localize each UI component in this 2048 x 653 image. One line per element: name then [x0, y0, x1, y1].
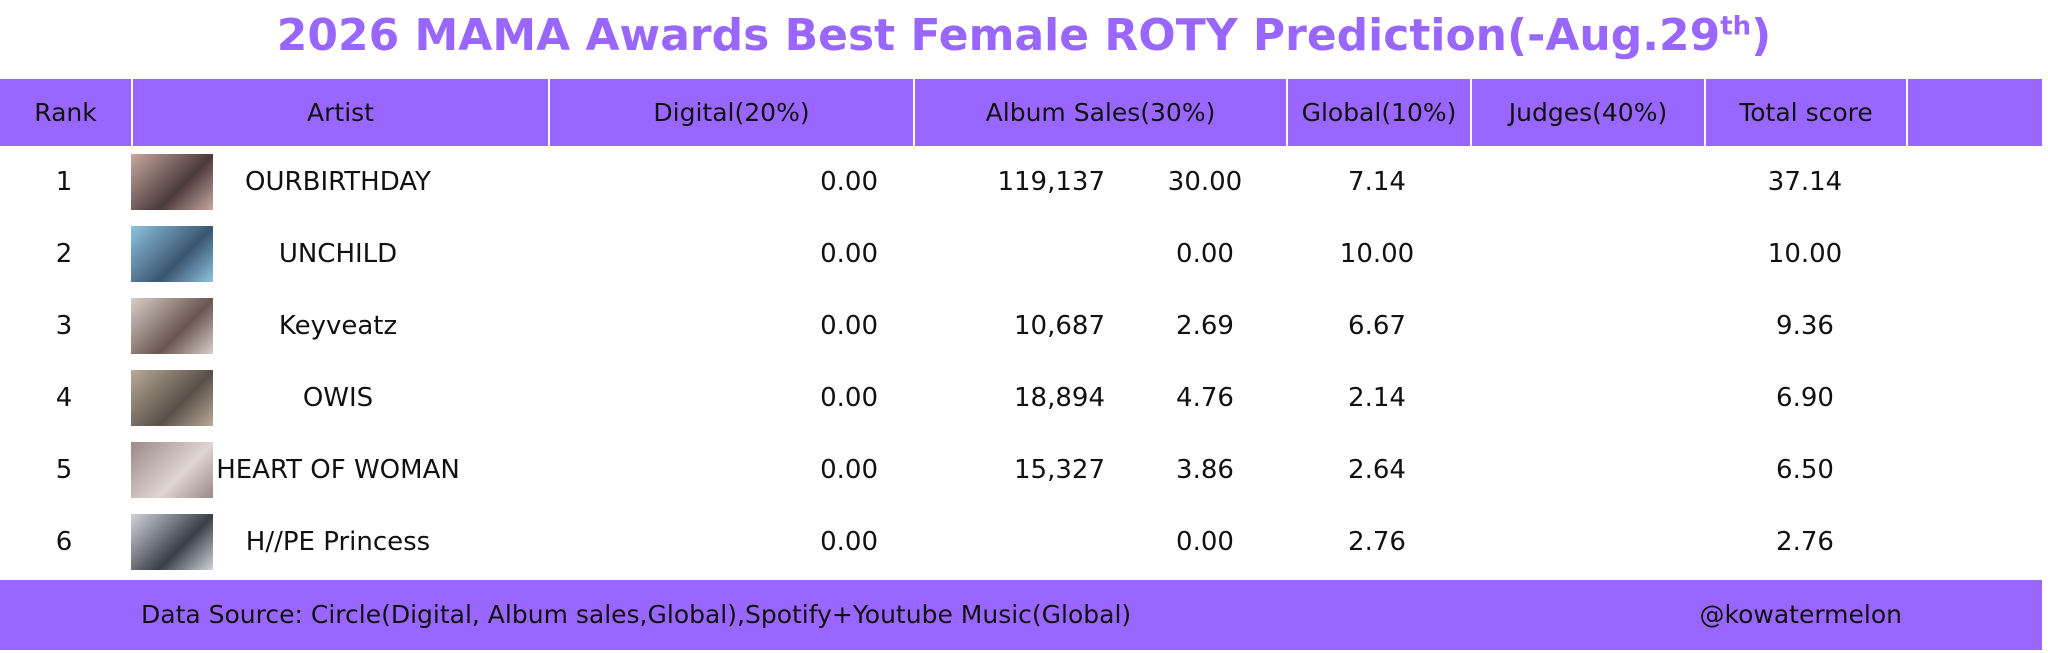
rank: 5 — [55, 455, 73, 485]
global-score: 2.14 — [1348, 383, 1406, 413]
artist-photo — [131, 370, 213, 426]
rank: 3 — [55, 311, 73, 341]
album-score: 3.86 — [1176, 455, 1234, 485]
album-sales: 10,687 — [1014, 311, 1105, 341]
title-sup: th — [1720, 11, 1752, 42]
footer-bar — [0, 580, 2042, 650]
album-score: 0.00 — [1176, 527, 1234, 557]
title-end: ) — [1751, 10, 1772, 61]
global-score: 6.67 — [1348, 311, 1406, 341]
artist-name: HEART OF WOMAN — [216, 455, 460, 485]
column-header: Judges(40%) — [1472, 79, 1704, 146]
global-score: 2.76 — [1348, 527, 1406, 557]
artist-name: OURBIRTHDAY — [245, 167, 431, 197]
album-score: 0.00 — [1176, 239, 1234, 269]
artist-photo — [131, 226, 213, 282]
title-text: 2026 MAMA Awards Best Female ROTY Predic… — [276, 10, 1721, 61]
global-score: 7.14 — [1348, 167, 1406, 197]
rank: 4 — [55, 383, 73, 413]
column-header: Global(10%) — [1288, 79, 1470, 146]
total-score: 9.36 — [1776, 311, 1834, 341]
digital-score: 0.00 — [820, 455, 878, 485]
album-score: 30.00 — [1167, 167, 1243, 197]
artist-photo — [131, 514, 213, 570]
artist-photo — [131, 154, 213, 210]
column-header: Total score — [1706, 79, 1906, 146]
global-score: 2.64 — [1348, 455, 1406, 485]
total-score: 10.00 — [1767, 239, 1843, 269]
rank: 1 — [55, 167, 73, 197]
rank: 6 — [55, 527, 73, 557]
footer-handle: @kowatermelon — [1699, 600, 1903, 629]
total-score: 37.14 — [1767, 167, 1843, 197]
footer-source: Data Source: Circle(Digital, Album sales… — [141, 600, 1132, 629]
digital-score: 0.00 — [820, 383, 878, 413]
title: 2026 MAMA Awards Best Female ROTY Predic… — [0, 10, 2048, 61]
artist-name: UNCHILD — [278, 239, 398, 269]
total-score: 2.76 — [1776, 527, 1834, 557]
total-score: 6.90 — [1776, 383, 1834, 413]
column-header: Digital(20%) — [550, 79, 913, 146]
digital-score: 0.00 — [820, 311, 878, 341]
digital-score: 0.00 — [820, 239, 878, 269]
rank: 2 — [55, 239, 73, 269]
global-score: 10.00 — [1339, 239, 1415, 269]
artist-name: Keyveatz — [278, 311, 398, 341]
column-header — [1908, 79, 2042, 146]
digital-score: 0.00 — [820, 167, 878, 197]
column-header: Album Sales(30%) — [915, 79, 1286, 146]
artist-name: OWIS — [302, 383, 374, 413]
album-sales: 15,327 — [1014, 455, 1105, 485]
column-header: Rank — [0, 79, 131, 146]
album-score: 4.76 — [1176, 383, 1234, 413]
artist-photo — [131, 298, 213, 354]
digital-score: 0.00 — [820, 527, 878, 557]
artist-name: H//PE Princess — [245, 527, 431, 557]
album-score: 2.69 — [1176, 311, 1234, 341]
artist-photo — [131, 442, 213, 498]
album-sales: 18,894 — [1014, 383, 1105, 413]
column-header: Artist — [133, 79, 548, 146]
album-sales: 119,137 — [997, 167, 1105, 197]
total-score: 6.50 — [1776, 455, 1834, 485]
